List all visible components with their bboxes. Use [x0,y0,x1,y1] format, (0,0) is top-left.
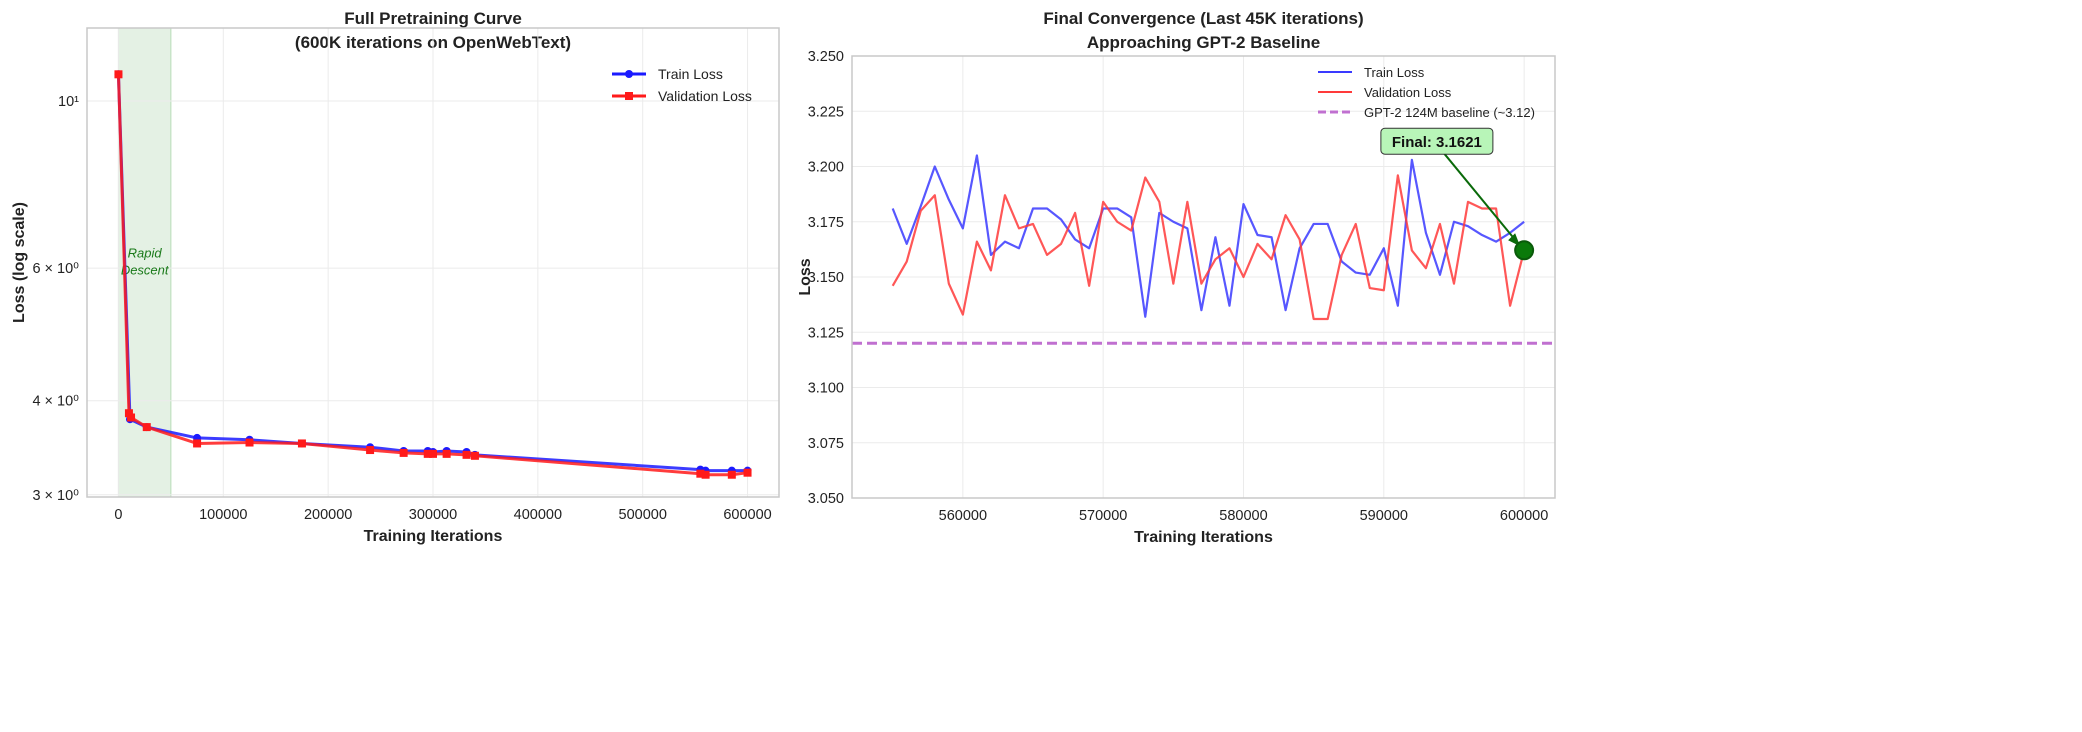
legend-label: GPT-2 124M baseline (~3.12) [1364,105,1535,120]
chart-title-line: Full Pretraining Curve [344,9,522,28]
legend-marker [625,92,633,100]
annotation-arrow [1443,152,1518,243]
x-tick-label: 560000 [939,508,987,524]
y-axis-label: Loss [797,258,814,295]
chart-title-line: Final Convergence (Last 45K iterations) [1043,9,1363,28]
validation-loss-point [245,438,254,447]
x-tick-label: 580000 [1219,508,1267,524]
legend-label: Train Loss [658,66,723,82]
chart-title-line: Approaching GPT-2 Baseline [1087,33,1320,52]
legend-label: Train Loss [1364,65,1425,80]
x-tick-label: 600000 [723,507,771,523]
x-tick-label: 200000 [304,507,352,523]
legend: Train Loss Validation Loss GPT-2 124M base… [1318,65,1535,120]
validation-loss-line [891,174,1526,321]
validation-loss-point [399,448,408,457]
validation-loss-point [696,469,705,478]
train-loss-line [891,154,1525,318]
chart-2: Final Convergence (Last 45K iterations) A… [797,9,1556,546]
validation-loss-point [727,470,736,479]
validation-loss-point [743,468,752,477]
legend-label: Validation Loss [1364,85,1452,100]
y-tick-label: 3.100 [808,381,844,397]
y-tick-label: 3.225 [808,104,844,120]
validation-loss-point [366,446,375,455]
y-tick-label: 3.050 [808,491,844,507]
validation-loss-point [442,449,451,458]
y-tick-label: 10¹ [58,94,79,110]
y-axis-label: Loss (log scale) [11,202,28,323]
validation-loss-point [423,449,432,458]
validation-loss-point [127,413,136,422]
x-tick-label: 300000 [409,507,457,523]
validation-loss-point [701,470,710,479]
x-tick-label: 590000 [1360,508,1408,524]
y-tick-label: 3.150 [808,270,844,286]
x-tick-label: 570000 [1079,508,1127,524]
annotation-box [1380,127,1494,155]
y-tick-label: 3.075 [808,436,844,452]
annotation-arrowhead [1508,233,1521,247]
x-tick-label: 600000 [1500,508,1548,524]
x-axis-label: Training Iterations [1134,529,1273,546]
validation-loss-point [142,423,151,432]
y-tick-label: 3.125 [808,325,844,341]
axes-frame [851,55,1556,499]
final-point-marker [1514,240,1535,261]
shaded-region-label: Descent [121,262,170,277]
y-tick-label: 4 × 10⁰ [32,394,79,410]
validation-loss-point [462,450,471,459]
x-axis-label: Training Iterations [364,528,503,545]
x-tick-label: 0 [114,507,122,523]
chart-1: Full Pretraining Curve(600K iterations o… [11,9,780,545]
validation-loss-point [193,439,202,448]
y-tick-label: 6 × 10⁰ [32,261,79,277]
legend: Train Loss Validation Loss [612,66,752,104]
y-tick-label: 3 × 10⁰ [32,488,79,504]
validation-loss-point [470,451,479,460]
validation-loss-point [297,439,306,448]
x-tick-label: 500000 [619,507,667,523]
legend-marker [625,70,633,78]
y-tick-label: 3.175 [808,215,844,231]
x-tick-label: 100000 [199,507,247,523]
x-tick-label: 400000 [514,507,562,523]
annotation-text: Final: 3.1621 [1392,134,1482,151]
y-tick-label: 3.200 [808,160,844,176]
y-tick-label: 3.250 [808,49,844,65]
validation-loss-point [124,409,133,418]
legend-label: Validation Loss [658,88,752,104]
axes-frame [86,27,780,498]
validation-loss-point [429,449,437,458]
validation-loss-point [114,70,123,79]
shaded-region-label: Rapid [128,245,163,260]
